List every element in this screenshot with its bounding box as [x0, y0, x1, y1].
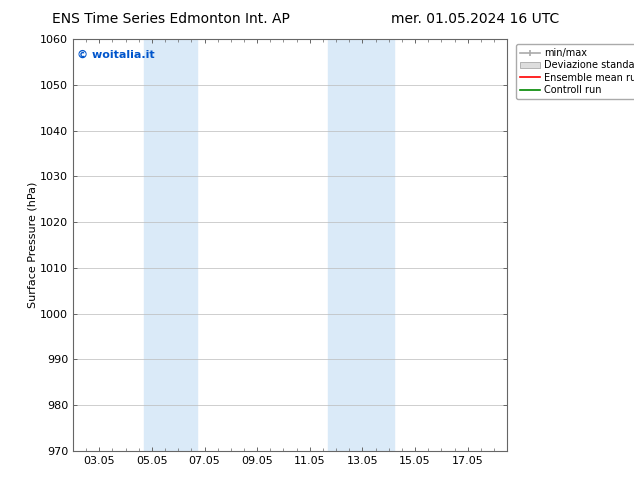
Text: © woitalia.it: © woitalia.it [77, 49, 155, 59]
Y-axis label: Surface Pressure (hPa): Surface Pressure (hPa) [27, 182, 37, 308]
Bar [328, 39, 394, 451]
Bar [144, 39, 197, 451]
Text: ENS Time Series Edmonton Int. AP: ENS Time Series Edmonton Int. AP [52, 12, 290, 26]
Text: mer. 01.05.2024 16 UTC: mer. 01.05.2024 16 UTC [391, 12, 560, 26]
Legend: min/max, Deviazione standard, Ensemble mean run, Controll run: min/max, Deviazione standard, Ensemble m… [517, 44, 634, 99]
